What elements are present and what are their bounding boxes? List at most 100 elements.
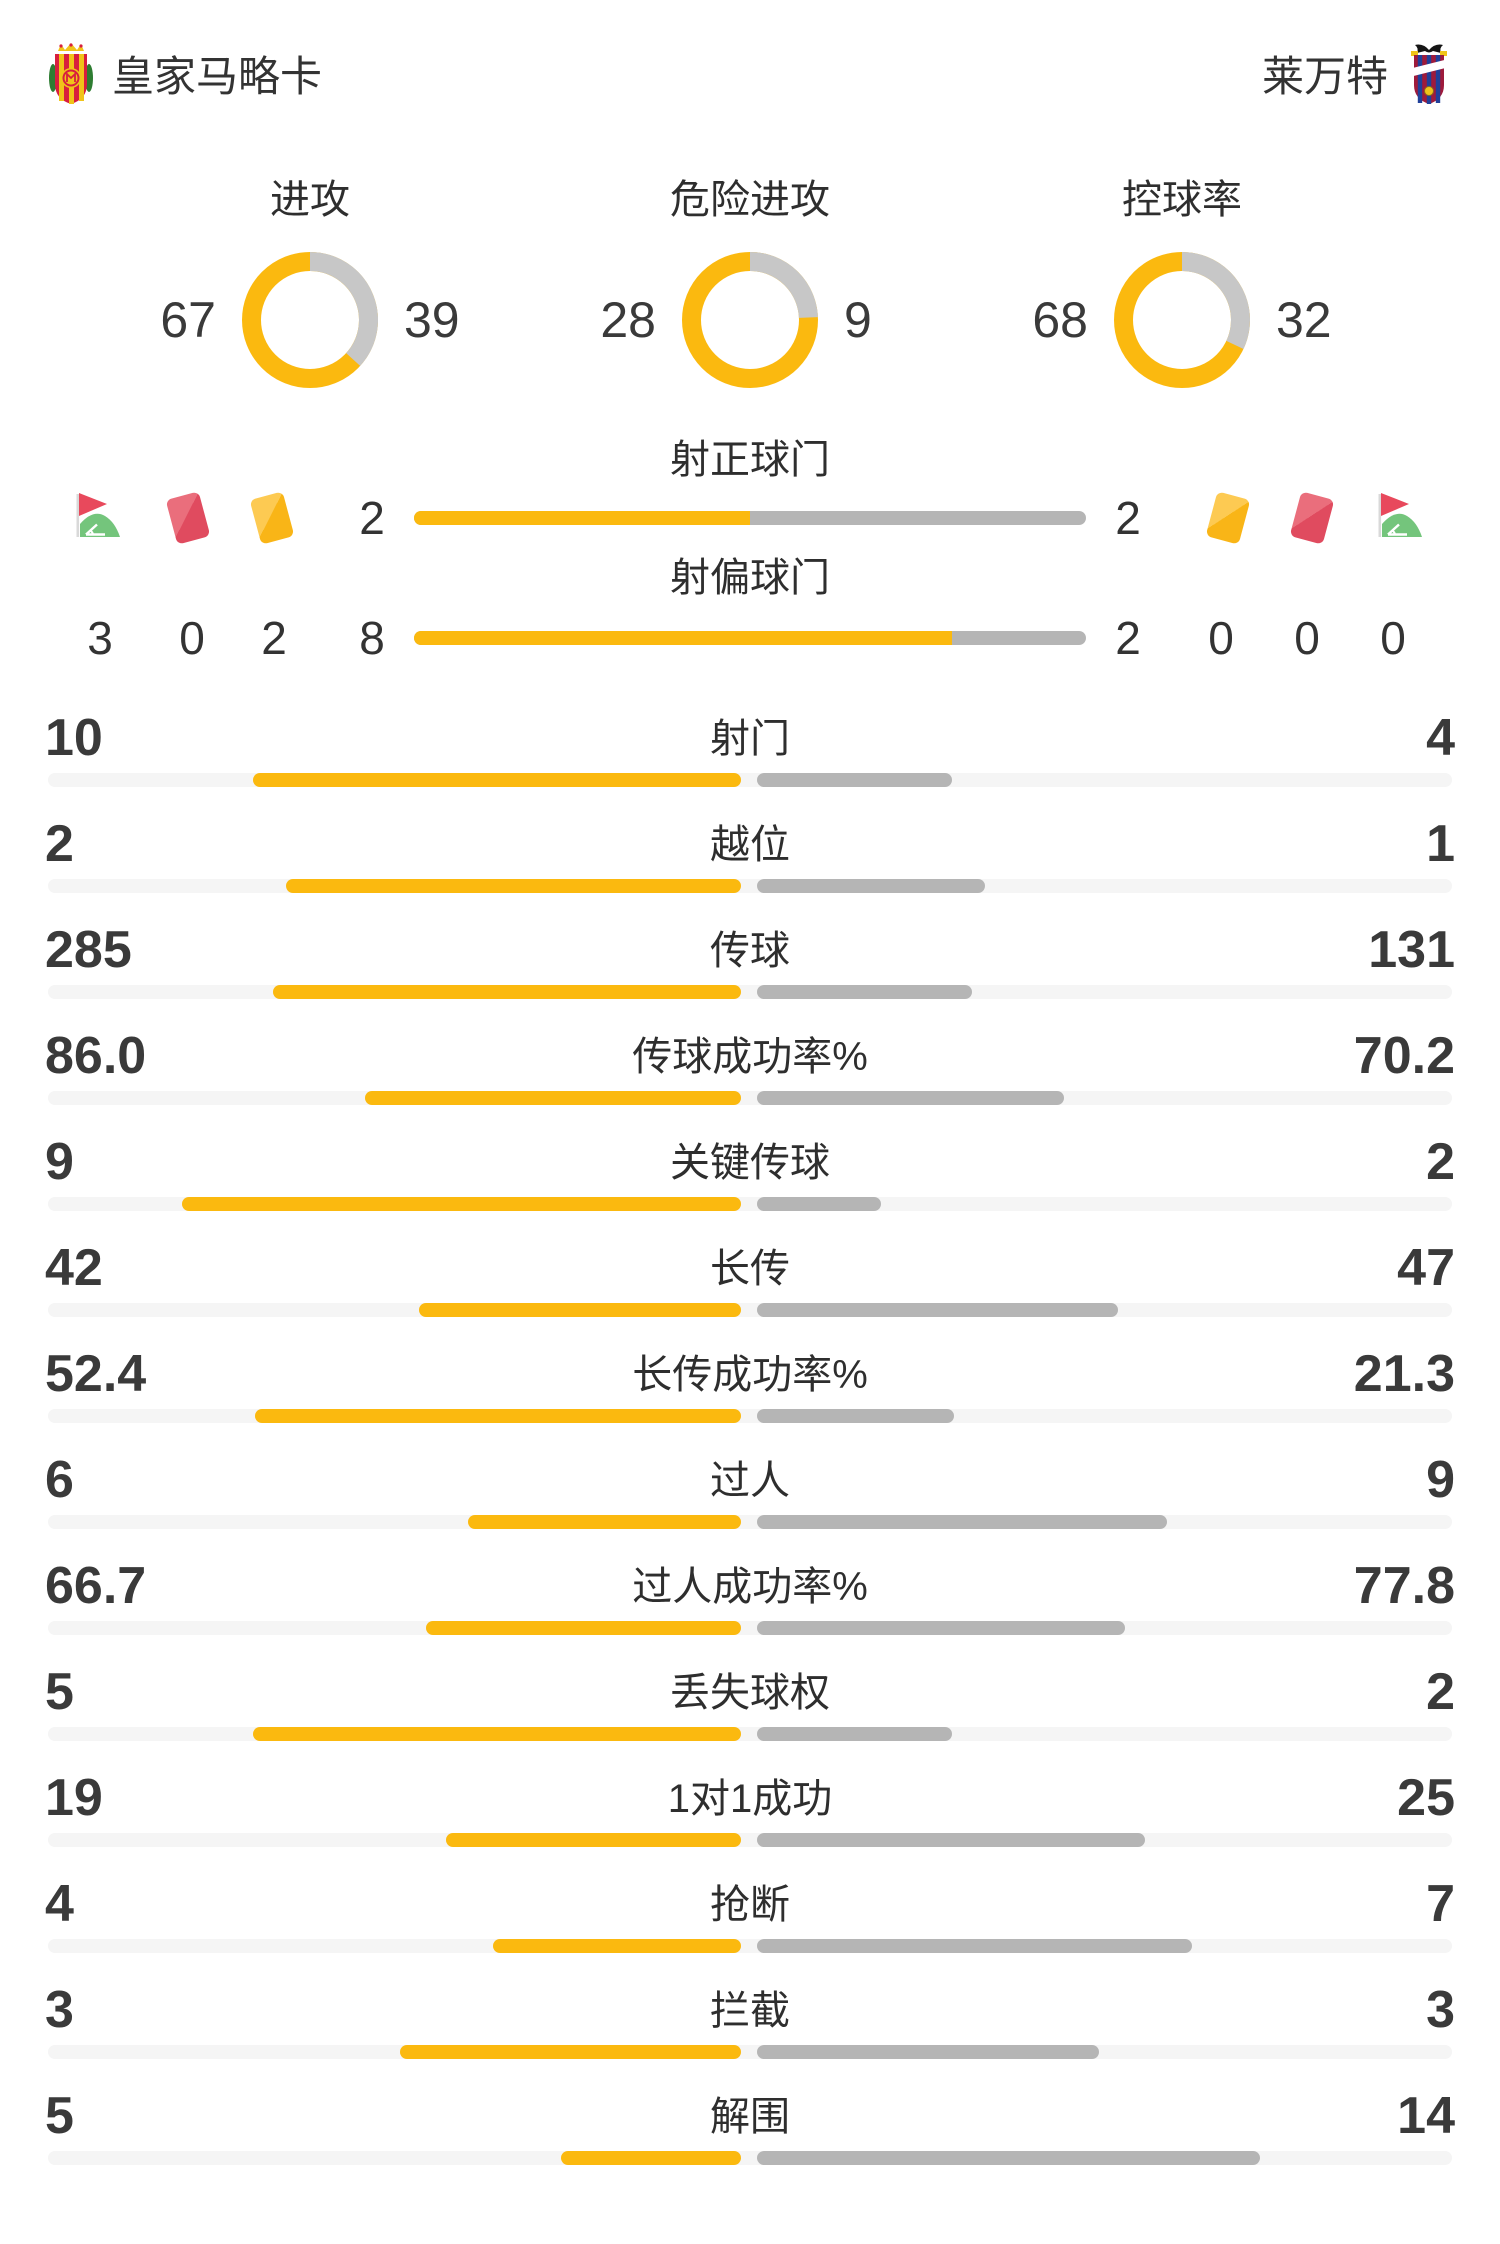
stat-bar-track bbox=[48, 1833, 1452, 1847]
home-yellow-cards-count: 2 bbox=[261, 612, 287, 664]
stat-away-value: 2 bbox=[1426, 1663, 1455, 1721]
stat-label: 越位 bbox=[710, 823, 790, 867]
away-red-cards-count: 0 bbox=[1294, 612, 1320, 664]
shots-off-target-home-value: 8 bbox=[359, 612, 385, 664]
stat-bar-away bbox=[757, 773, 953, 787]
red-card-icon bbox=[165, 491, 211, 545]
stat-bar-away bbox=[757, 1303, 1118, 1317]
donut-home-value: 68 bbox=[1032, 292, 1088, 348]
stat-bar-away bbox=[757, 1409, 955, 1423]
stat-bar-track bbox=[48, 1939, 1452, 1953]
stat-bar-away bbox=[757, 2151, 1261, 2165]
yellow-card-icon bbox=[249, 491, 295, 545]
stat-bar-home bbox=[255, 1409, 741, 1423]
home-team-logo-icon bbox=[49, 43, 93, 104]
corner-flag-icon bbox=[1378, 493, 1422, 537]
stat-away-value: 131 bbox=[1368, 921, 1455, 979]
stat-bar-home bbox=[467, 1515, 741, 1529]
stat-row: 3 拦截 3 bbox=[0, 1964, 1500, 2070]
stat-bar-home bbox=[364, 1091, 741, 1105]
stat-label: 解围 bbox=[710, 2095, 790, 2139]
stat-bar-home bbox=[418, 1303, 741, 1317]
stat-bar-home bbox=[253, 1727, 741, 1741]
donut-home-value: 67 bbox=[160, 292, 216, 348]
stat-home-value: 3 bbox=[45, 1981, 74, 2039]
donut-chart: 控球率 68 32 bbox=[962, 178, 1402, 388]
stat-bar-home bbox=[285, 879, 741, 893]
stat-label: 1对1成功 bbox=[667, 1777, 833, 1821]
stat-row: 4 抢断 7 bbox=[0, 1858, 1500, 1964]
stat-away-value: 25 bbox=[1397, 1769, 1455, 1827]
stat-away-value: 7 bbox=[1426, 1875, 1455, 1933]
stat-home-value: 19 bbox=[45, 1769, 103, 1827]
stat-label: 长传 bbox=[710, 1247, 790, 1291]
home-team-name: 皇家马略卡 bbox=[112, 53, 323, 100]
away-yellow-cards-count: 0 bbox=[1208, 612, 1234, 664]
stat-label: 射门 bbox=[710, 717, 790, 761]
stat-away-value: 4 bbox=[1426, 709, 1455, 767]
stat-row: 10 射门 4 bbox=[0, 692, 1500, 798]
home-red-cards-count: 0 bbox=[179, 612, 205, 664]
stat-bar-home bbox=[182, 1197, 741, 1211]
stat-away-value: 70.2 bbox=[1353, 1027, 1455, 1085]
stat-home-value: 10 bbox=[45, 709, 103, 767]
yellow-card-icon bbox=[1205, 491, 1251, 545]
away-team-logo-icon bbox=[1408, 44, 1450, 104]
stat-home-value: 66.7 bbox=[45, 1557, 147, 1615]
stat-label: 传球成功率% bbox=[632, 1035, 868, 1079]
stat-home-value: 9 bbox=[45, 1133, 74, 1191]
stat-away-value: 1 bbox=[1426, 815, 1455, 873]
donut-title: 危险进攻 bbox=[670, 178, 830, 222]
stat-bar-away bbox=[757, 879, 985, 893]
stat-bar-home bbox=[425, 1621, 741, 1635]
stat-bar-home bbox=[253, 773, 741, 787]
stat-bar-away bbox=[757, 1939, 1192, 1953]
away-corners-count: 0 bbox=[1380, 612, 1406, 664]
corner-flag-icon bbox=[76, 493, 120, 537]
stat-row: 6 过人 9 bbox=[0, 1434, 1500, 1540]
stat-label: 丢失球权 bbox=[670, 1671, 830, 1715]
stat-home-value: 5 bbox=[45, 1663, 74, 1721]
donut-away-value: 32 bbox=[1276, 292, 1332, 348]
donut-chart: 危险进攻 28 9 bbox=[530, 178, 970, 388]
stat-label: 抢断 bbox=[710, 1883, 790, 1927]
stat-away-value: 2 bbox=[1426, 1133, 1455, 1191]
stat-bar-home bbox=[446, 1833, 741, 1847]
donut-ring-icon bbox=[682, 252, 818, 388]
stat-home-value: 5 bbox=[45, 2087, 74, 2145]
shots-off-target-label: 射偏球门 bbox=[670, 556, 830, 600]
stat-label: 过人成功率% bbox=[632, 1565, 868, 1609]
stat-row: 86.0 传球成功率% 70.2 bbox=[0, 1010, 1500, 1116]
stat-label: 关键传球 bbox=[670, 1141, 830, 1185]
stat-row: 5 丢失球权 2 bbox=[0, 1646, 1500, 1752]
shots-on-target-away-value: 2 bbox=[1115, 492, 1141, 544]
stat-row: 5 解围 14 bbox=[0, 2070, 1500, 2176]
stat-away-value: 47 bbox=[1397, 1239, 1455, 1297]
stat-away-value: 3 bbox=[1426, 1981, 1455, 2039]
stat-bar-track bbox=[48, 1091, 1452, 1105]
stat-bar-home bbox=[273, 985, 741, 999]
stat-bar-away bbox=[757, 1515, 1167, 1529]
shots-off-target-bar bbox=[414, 631, 1086, 645]
stat-home-value: 52.4 bbox=[45, 1345, 147, 1403]
stat-label: 长传成功率% bbox=[632, 1353, 868, 1397]
donut-title: 进攻 bbox=[270, 178, 350, 222]
stat-bar-track bbox=[48, 2045, 1452, 2059]
stat-row: 42 长传 47 bbox=[0, 1222, 1500, 1328]
stat-bar-track bbox=[48, 1621, 1452, 1635]
stat-row: 2 越位 1 bbox=[0, 798, 1500, 904]
stat-home-value: 2 bbox=[45, 815, 74, 873]
stat-home-value: 86.0 bbox=[45, 1027, 147, 1085]
stat-home-value: 6 bbox=[45, 1451, 74, 1509]
stat-row: 9 关键传球 2 bbox=[0, 1116, 1500, 1222]
donut-ring-icon bbox=[242, 252, 378, 388]
stat-row: 52.4 长传成功率% 21.3 bbox=[0, 1328, 1500, 1434]
stat-label: 传球 bbox=[710, 929, 790, 973]
stat-bar-track bbox=[48, 879, 1452, 893]
stat-away-value: 9 bbox=[1426, 1451, 1455, 1509]
stat-bar-away bbox=[757, 1833, 1146, 1847]
stat-bar-home bbox=[399, 2045, 741, 2059]
stat-home-value: 4 bbox=[45, 1875, 74, 1933]
stat-bar-away bbox=[757, 1197, 882, 1211]
shots-on-target-bar bbox=[414, 511, 1086, 525]
